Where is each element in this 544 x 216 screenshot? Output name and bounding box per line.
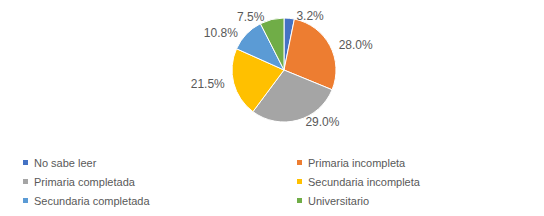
svg-text:10.8%: 10.8% [204, 26, 238, 40]
svg-text:Universitario: Universitario [308, 195, 369, 207]
svg-text:Secundaria incompleta: Secundaria incompleta [308, 176, 421, 188]
svg-text:Primaria completada: Primaria completada [34, 176, 136, 188]
svg-text:21.5%: 21.5% [191, 77, 225, 91]
svg-text:3.2%: 3.2% [296, 9, 324, 23]
svg-text:No sabe leer: No sabe leer [34, 157, 97, 169]
svg-text:29.0%: 29.0% [305, 115, 339, 129]
svg-text:Primaria incompleta: Primaria incompleta [308, 157, 406, 169]
svg-text:28.0%: 28.0% [339, 38, 373, 52]
svg-text:7.5%: 7.5% [237, 10, 265, 24]
svg-text:Secundaria completada: Secundaria completada [34, 195, 150, 207]
